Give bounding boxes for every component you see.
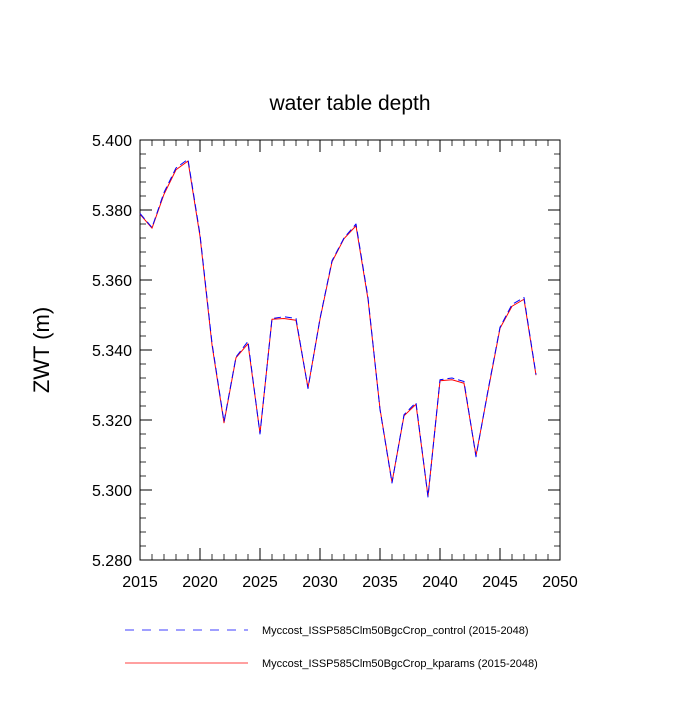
legend-label: Myccost_ISSP585Clm50BgcCrop_control (201… (262, 625, 529, 637)
series-lines (139, 158, 537, 498)
y-tick-label: 5.400 (92, 133, 132, 150)
axis-ticks: 2015 2020 2025 2030 2035 2040 2045 2050 5.280 5.3… (92, 133, 578, 591)
y-tick-label: 5.280 (92, 553, 132, 570)
chart-title: water table depth (268, 92, 430, 115)
y-tick-label: 5.300 (92, 483, 132, 500)
series-line-control (139, 158, 537, 498)
legend: Myccost_ISSP585Clm50BgcCrop_control (201… (125, 625, 538, 670)
legend-label: Myccost_ISSP585Clm50BgcCrop_kparams (201… (262, 658, 538, 670)
x-tick-label: 2025 (242, 574, 278, 591)
y-tick-label: 5.340 (92, 343, 132, 360)
x-tick-label: 2035 (362, 574, 398, 591)
y-tick-label: 5.360 (92, 273, 132, 290)
y-axis-label: ZWT (m) (29, 307, 54, 393)
x-tick-label: 2015 (122, 574, 158, 591)
x-tick-label: 2020 (182, 574, 218, 591)
x-tick-label: 2045 (482, 574, 518, 591)
plot-frame (139, 139, 561, 561)
y-tick-label: 5.320 (92, 413, 132, 430)
x-tick-label: 2050 (542, 574, 578, 591)
series-line-kparams (139, 160, 537, 497)
x-tick-label: 2040 (422, 574, 458, 591)
y-tick-label: 5.380 (92, 203, 132, 220)
x-tick-label: 2030 (302, 574, 338, 591)
